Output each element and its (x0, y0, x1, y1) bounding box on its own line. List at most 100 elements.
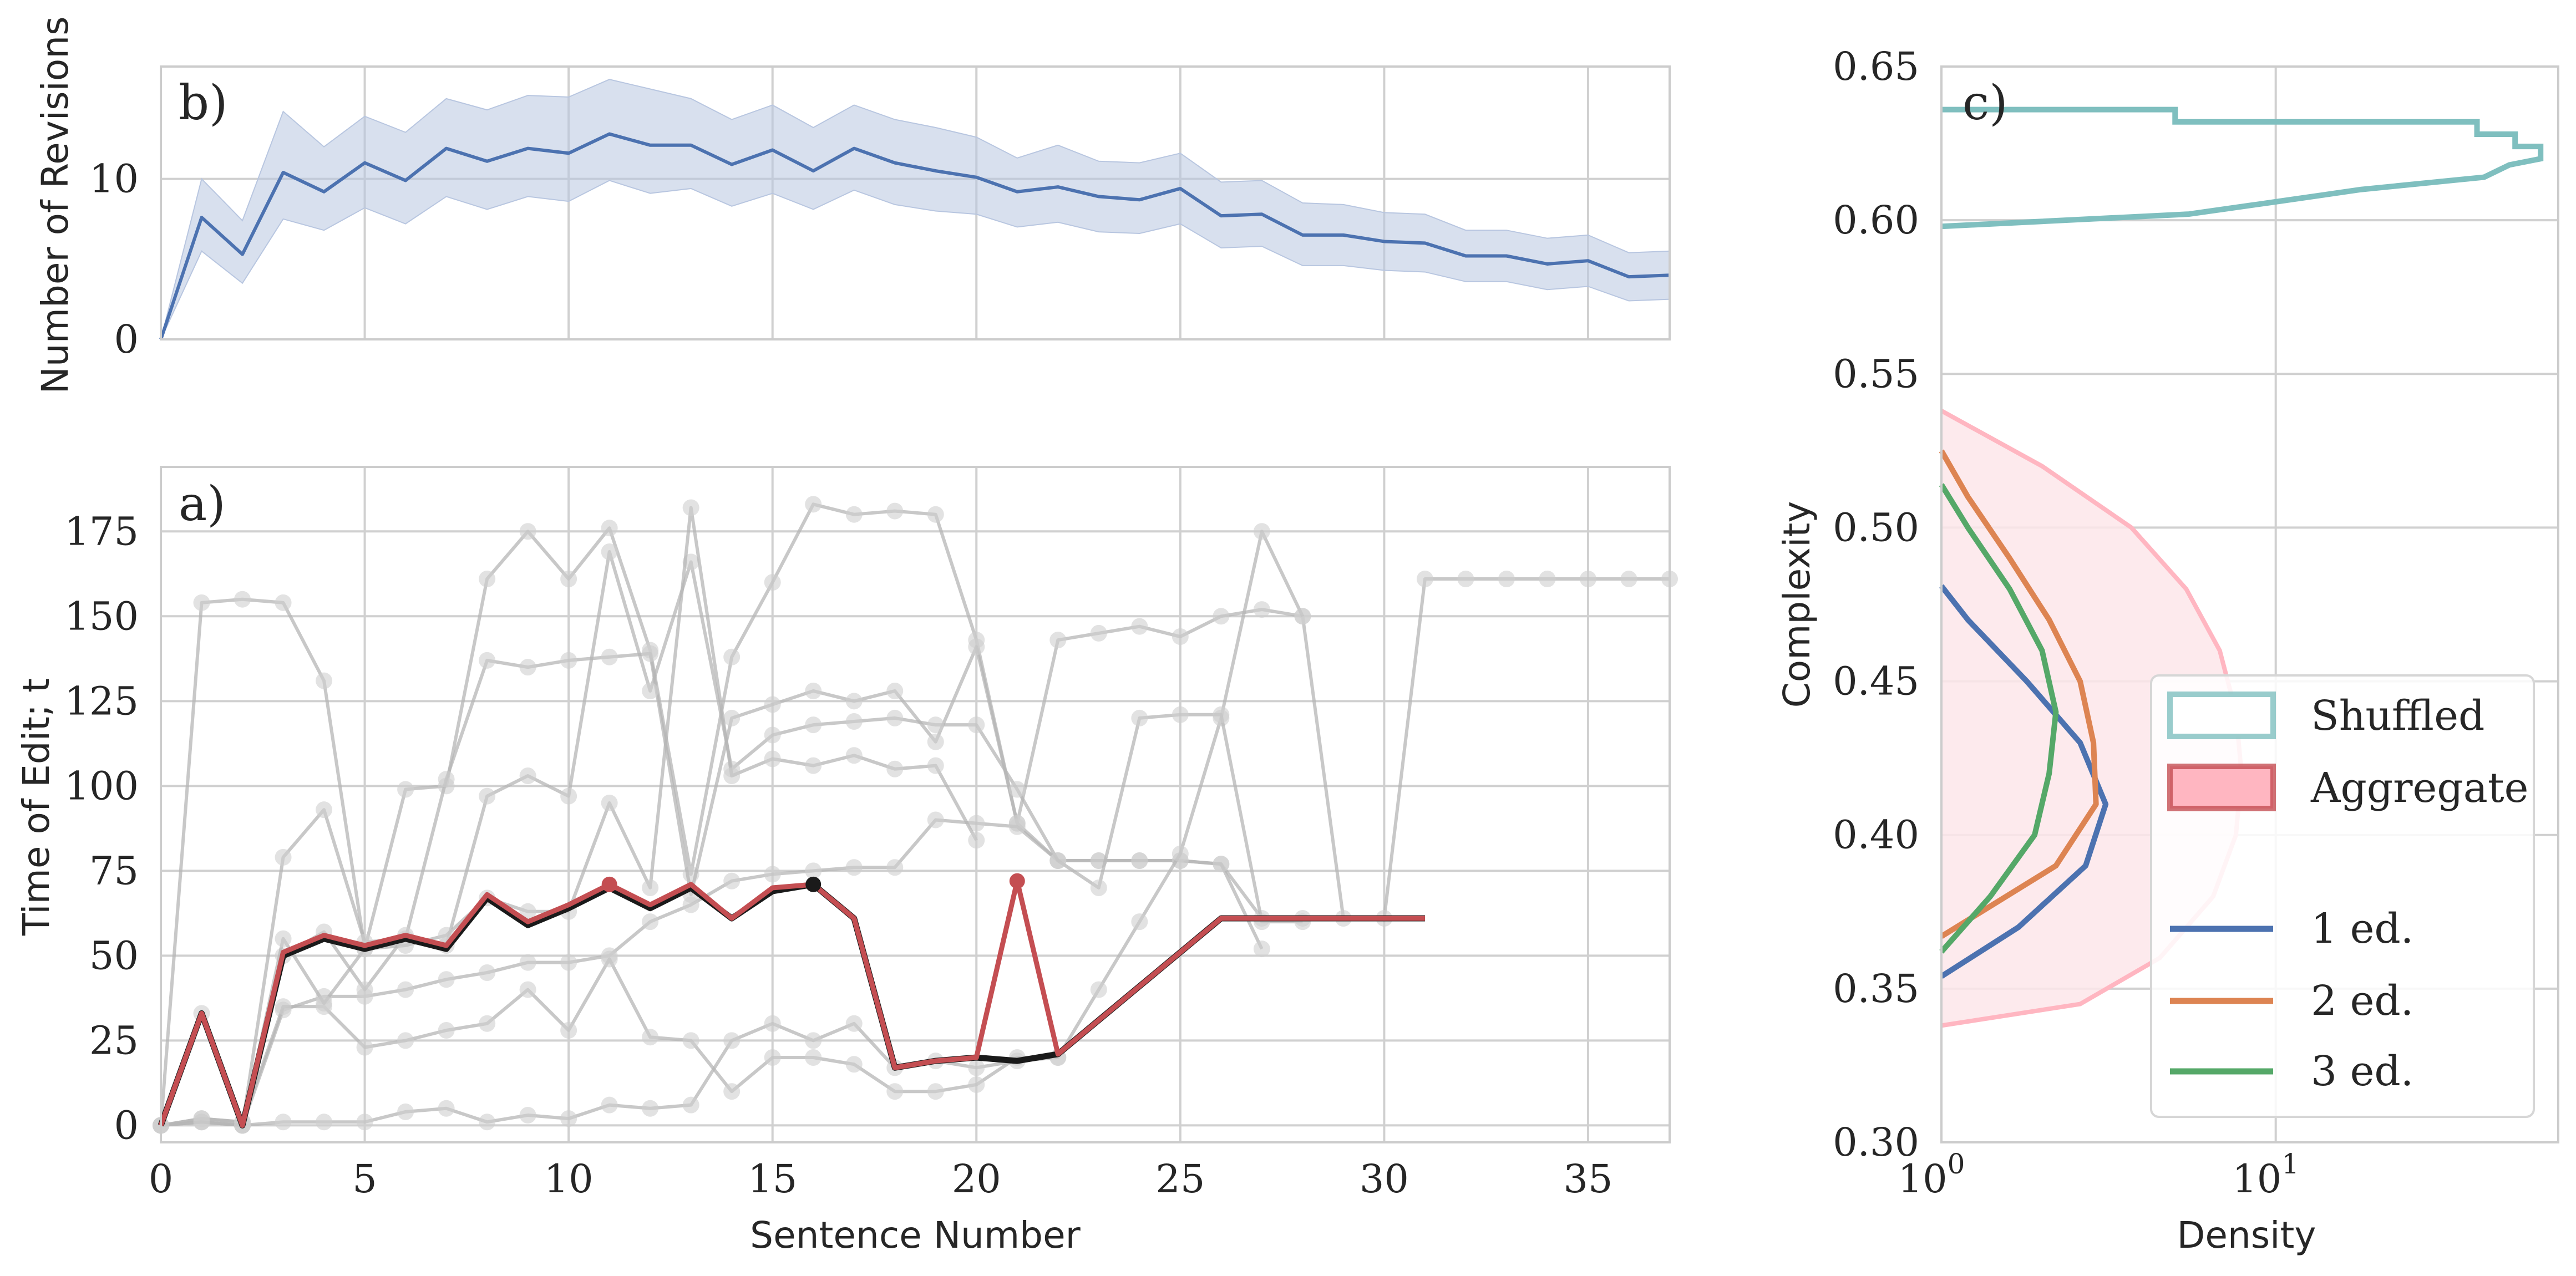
panel-a-edit-point (968, 815, 985, 832)
panel-a-edit-point (1008, 781, 1026, 798)
panel-c-y-tick-label: 0.65 (1833, 44, 1919, 89)
panel-c-kde-3ed (1939, 483, 2059, 954)
panel-a-edit-point (1131, 709, 1148, 726)
panel-a-edit-point (723, 1083, 741, 1100)
panel-a-edit-point (805, 757, 822, 774)
panel-a-edit-point (927, 733, 944, 750)
panel-a-plot-area (153, 496, 1678, 1134)
panel-a-edit-point (968, 1059, 985, 1076)
panel-a-edit-point (682, 1096, 699, 1114)
panel-a-edit-point (642, 913, 659, 931)
panel-a-edit-point (805, 1032, 822, 1049)
panel-a-edit-point (1049, 852, 1067, 869)
panel-c-complexity-chart: 0.300.350.400.450.500.550.600.65 100 101 … (1776, 44, 2559, 1257)
panel-a-edit-point (886, 502, 904, 520)
panel-a-edit-point (193, 1114, 210, 1131)
panel-a-x-tick-label: 0 (149, 1156, 174, 1202)
panel-a-edit-point (845, 1015, 863, 1032)
panel-a-y-tick-label: 50 (89, 933, 139, 978)
panel-a-background-trajectory (153, 543, 1311, 1134)
panel-a-edit-point (682, 896, 699, 913)
panel-a-edit-point (682, 499, 699, 516)
panel-a-edit-point (968, 1076, 985, 1093)
panel-a-edit-point (886, 1083, 904, 1100)
panel-c-y-axis-label: Complexity (1776, 501, 1818, 708)
panel-a-edit-point (886, 709, 904, 726)
panel-b-frame (160, 65, 1671, 340)
panel-c-frame (1940, 65, 2559, 1143)
panel-a-edit-point (316, 672, 333, 689)
panel-a-edit-point (1008, 818, 1026, 835)
panel-a-edit-point (927, 1083, 944, 1100)
panel-a-x-tick-label: 10 (544, 1156, 594, 1202)
panel-a-y-tick-label: 125 (64, 678, 139, 724)
panel-c-x-axis-label: Density (2177, 1214, 2316, 1257)
panel-a-edit-point (805, 682, 822, 699)
panel-a-edit-point (560, 1022, 577, 1039)
panel-a-x-tick-label: 15 (748, 1156, 797, 1202)
panel-c-legend: Shuffled Aggregate 1 ed. 2 ed. 3 ed. (2150, 674, 2535, 1118)
panel-a-edit-point (1131, 852, 1148, 869)
panel-a-x-tick-label: 35 (1563, 1156, 1612, 1202)
panel-a-edit-point (519, 903, 536, 920)
panel-a-edit-point (519, 954, 536, 971)
panel-a-edit-point (642, 1029, 659, 1046)
panel-a-edit-point (764, 696, 781, 713)
panel-a-edit-point (438, 971, 455, 988)
panel-a-edit-point (968, 832, 985, 849)
panel-c-y-tick-label: 0.45 (1833, 659, 1919, 704)
panel-a-edit-point (519, 523, 536, 540)
panel-a-edit-point (764, 726, 781, 744)
panel-a-edit-point (193, 594, 210, 611)
panel-a-edit-point (927, 506, 944, 523)
panel-a-y-tick-label: 175 (64, 509, 139, 554)
panel-a-x-tick-label: 30 (1360, 1156, 1409, 1202)
panel-a-edit-point (560, 954, 577, 971)
panel-a-edit-point (1579, 570, 1596, 587)
panel-a-edit-point (479, 787, 496, 805)
panel-a-edit-point (275, 998, 292, 1015)
panel-a-edit-point (356, 1114, 373, 1131)
panel-a-edit-point (479, 570, 496, 587)
panel-a-edit-point (275, 930, 292, 947)
panel-a-edit-point (764, 574, 781, 591)
panel-a-y-tick-label: 75 (89, 848, 139, 893)
panel-a-x-tick-label: 20 (952, 1156, 1001, 1202)
panel-a-edit-point (1457, 570, 1474, 587)
panel-a-edit-point (805, 496, 822, 513)
panel-a-label: a) (179, 476, 226, 532)
panel-b-y-tick-label: 10 (89, 156, 139, 202)
panel-a-edit-point (438, 1022, 455, 1039)
panel-a-edit-point (601, 794, 618, 811)
panel-a-edit-point (601, 520, 618, 537)
panel-a-edit-point (438, 771, 455, 788)
panel-a-edit-point (560, 570, 577, 587)
panel-a-edit-point (886, 760, 904, 777)
panel-a-edit-point (397, 981, 414, 998)
panel-a-edit-point (805, 1049, 822, 1066)
panel-a-x-tick-label: 5 (352, 1156, 377, 1202)
panel-a-edit-point (886, 859, 904, 876)
panel-a-edit-point (764, 1049, 781, 1066)
panel-a-edit-point (397, 1032, 414, 1049)
panel-a-edit-point (316, 1114, 333, 1131)
panel-a-edit-point (723, 709, 741, 726)
panel-a-x-tick-label: 25 (1155, 1156, 1205, 1202)
panel-a-edit-point (479, 964, 496, 981)
panel-a-edit-point (519, 981, 536, 998)
panel-c-label: c) (1963, 75, 2008, 131)
panel-c-y-tick-label: 0.50 (1833, 505, 1919, 550)
panel-a-edit-point (723, 767, 741, 784)
panel-b-y-tick-label: 0 (114, 317, 139, 362)
panel-c-x-tick-exponent: 0 (1948, 1148, 1965, 1180)
panel-a-marker (805, 876, 822, 892)
panel-a-marker (1009, 873, 1025, 889)
panel-a-edit-point (275, 848, 292, 866)
panel-a-edit-point (397, 781, 414, 798)
panel-a-edit-point (1294, 608, 1311, 625)
panel-c-x-tick-exponent: 1 (2281, 1148, 2299, 1180)
panel-a-edit-point (560, 787, 577, 805)
legend-swatch-aggregate (2167, 764, 2276, 811)
panel-a-marker (601, 876, 617, 892)
